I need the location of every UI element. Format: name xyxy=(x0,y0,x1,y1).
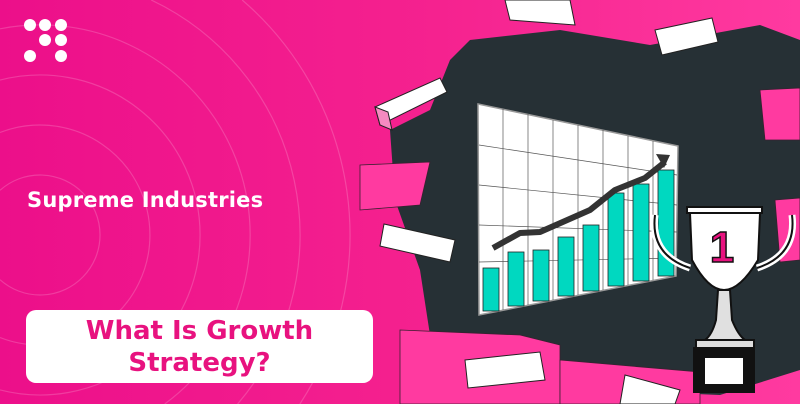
chart-bar xyxy=(607,192,625,287)
chart-bar xyxy=(557,236,575,297)
headline-title: What Is Growth Strategy? xyxy=(85,315,314,378)
trophy-icon xyxy=(650,206,797,393)
chart-bars xyxy=(482,169,675,312)
chart-bar xyxy=(632,183,650,282)
brand-logo-icon xyxy=(24,19,72,62)
trophy-number: 1 xyxy=(710,223,734,272)
growth-trend-arrow xyxy=(491,159,667,251)
arrow-head-icon xyxy=(656,154,670,168)
headline-box: What Is Growth Strategy? xyxy=(26,310,373,383)
chart-bar xyxy=(507,251,525,307)
chart-bar xyxy=(582,224,600,292)
chart-bar xyxy=(532,249,550,302)
chart-bar xyxy=(482,267,500,312)
company-name: Supreme Industries xyxy=(27,188,264,212)
